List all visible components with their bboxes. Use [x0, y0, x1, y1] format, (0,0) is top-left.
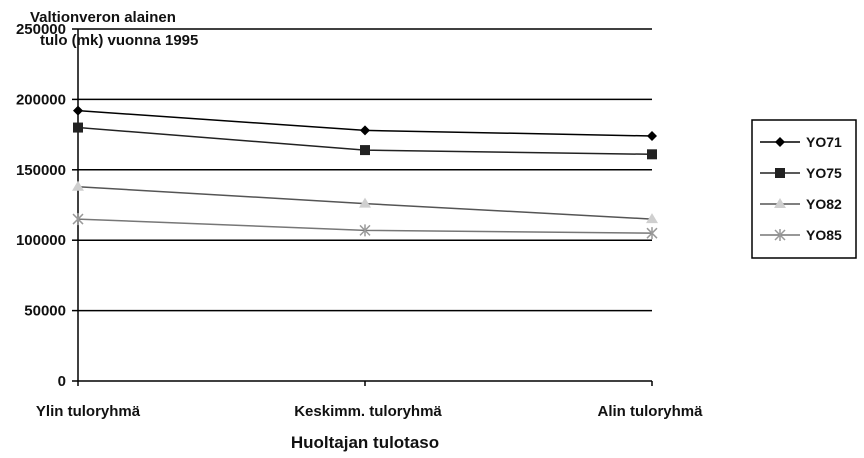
- data-point: [775, 137, 785, 147]
- data-point: [646, 213, 658, 224]
- axes: [72, 28, 653, 386]
- series-YO82: [72, 180, 658, 224]
- series-lines: [72, 105, 658, 240]
- gridlines: [78, 28, 652, 312]
- legend: YO71 YO75 YO82 YO85: [751, 119, 857, 259]
- title-line-2: tulo (mk) vuonna 1995: [40, 32, 198, 49]
- legend-label: YO85: [806, 227, 842, 243]
- data-point: [359, 197, 371, 208]
- data-point: [646, 227, 658, 240]
- y-tick-labels: 0 50000 100000 150000 200000 250000: [16, 21, 66, 390]
- y-tick-label: 150000: [16, 162, 66, 179]
- legend-label: YO71: [806, 134, 842, 150]
- data-point: [775, 168, 785, 178]
- legend-entry-YO71: YO71: [760, 134, 842, 150]
- data-point: [73, 105, 83, 116]
- data-point: [647, 131, 657, 142]
- legend-entry-YO75: YO75: [760, 165, 842, 181]
- legend-entry-YO82: YO82: [760, 196, 842, 212]
- legend-entry-YO85: YO85: [760, 227, 842, 243]
- chart-title: Valtionveron alainen tulo (mk) vuonna 19…: [30, 9, 198, 49]
- legend-label: YO82: [806, 196, 842, 212]
- category-label: Ylin tuloryhmä: [36, 403, 141, 420]
- category-label: Alin tuloryhmä: [597, 403, 703, 420]
- data-point: [647, 149, 657, 160]
- legend-label: YO75: [806, 165, 842, 181]
- data-point: [359, 224, 371, 237]
- y-tick-label: 100000: [16, 232, 66, 249]
- title-line-1: Valtionveron alainen: [30, 9, 176, 26]
- data-point: [73, 122, 83, 133]
- y-tick-label: 0: [58, 373, 66, 390]
- series-YO75: [73, 122, 657, 160]
- data-point: [360, 145, 370, 156]
- data-point: [72, 213, 84, 226]
- y-tick-label: 200000: [16, 91, 66, 108]
- data-point: [774, 229, 786, 241]
- series-YO85: [72, 213, 658, 240]
- y-tick-label: 250000: [16, 21, 66, 38]
- series-YO71: [73, 105, 657, 142]
- y-tick-label: 50000: [24, 303, 66, 320]
- category-label: Keskimm. tuloryhmä: [294, 403, 442, 420]
- data-point: [774, 198, 786, 208]
- data-point: [72, 180, 84, 191]
- x-axis-title: Huoltajan tulotaso: [291, 433, 439, 452]
- data-point: [360, 125, 370, 136]
- category-labels: Ylin tuloryhmä Keskimm. tuloryhmä Alin tul…: [36, 403, 703, 420]
